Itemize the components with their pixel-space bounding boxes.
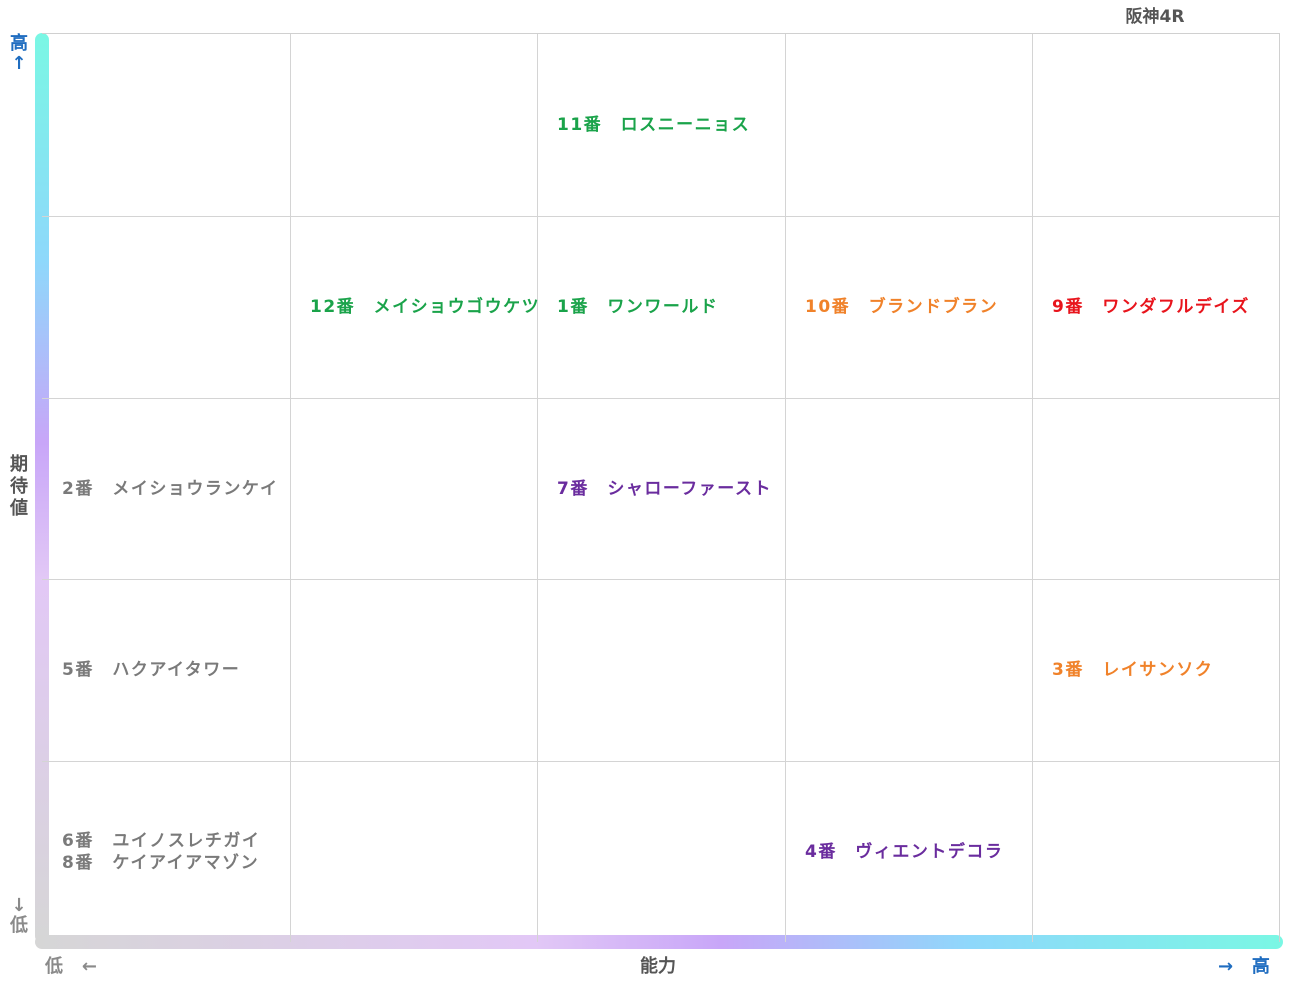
chart-title: 阪神4R — [1125, 7, 1185, 27]
chart-cell: 3番 レイサンソク — [1032, 579, 1280, 761]
horse-entry-label: 2番 メイショウランケイ — [62, 479, 279, 499]
chart-cell: 9番 ワンダフルデイズ — [1032, 216, 1280, 398]
grid-horizontal-line — [42, 761, 1279, 762]
chart-cell: 4番 ヴィエントデコラ — [785, 761, 1033, 943]
horse-entry-label: 1番 ワンワールド — [557, 297, 719, 317]
chart-cell: 10番 ブランドブラン — [785, 216, 1033, 398]
grid-horizontal-line — [42, 216, 1279, 217]
chart-cell: 2番 メイショウランケイ — [42, 398, 290, 580]
horse-entry-label: 6番 ユイノスレチガイ — [62, 831, 261, 851]
chart-cell: 7番 シャローファースト — [537, 398, 785, 580]
right-arrow-icon: → — [1218, 956, 1234, 977]
chart-cell: 11番 ロスニーニョス — [537, 34, 785, 216]
y-axis-low-label: ↓ 低 — [9, 896, 29, 936]
chart-cell: 6番 ユイノスレチガイ 8番 ケイアイアマゾン — [42, 761, 290, 943]
grid-vertical-line — [290, 34, 291, 942]
horse-entry-label: 12番 メイショウゴウケツ — [310, 297, 538, 317]
horse-entry-label: 10番 ブランドブラン — [805, 297, 999, 317]
horse-entry-label: 3番 レイサンソク — [1052, 660, 1214, 680]
y-axis-title-char: 値 — [10, 498, 28, 519]
chart-grid: 11番 ロスニーニョス 12番 メイショウゴウケツ 1番 ワンワールド 10番 ブラン… — [42, 33, 1280, 942]
x-axis-arrow-bar — [35, 935, 1283, 949]
y-axis-high-label: 高 ↑ — [9, 34, 29, 74]
y-axis-title-char: 待 — [10, 476, 28, 497]
chart-cell: 12番 メイショウゴウケツ — [290, 216, 538, 398]
grid-horizontal-line — [42, 398, 1279, 399]
grid-vertical-line — [1032, 34, 1033, 942]
horse-entry-label: 11番 ロスニーニョス — [557, 115, 751, 135]
horse-entry-label: 4番 ヴィエントデコラ — [805, 842, 1004, 862]
grid-vertical-line — [537, 34, 538, 942]
horse-entry-label: 8番 ケイアイアマゾン — [62, 853, 260, 873]
down-arrow-icon: ↓ — [11, 895, 27, 916]
y-axis-arrow-bar — [35, 33, 49, 943]
x-axis-high-label: → 高 — [1218, 952, 1270, 978]
y-axis-low-text: 低 — [10, 915, 28, 936]
horse-entry-label: 7番 シャローファースト — [557, 479, 772, 499]
y-axis-title-char: 期 — [10, 454, 28, 475]
y-axis-title: 期待値 — [9, 454, 29, 520]
left-arrow-icon: ← — [81, 956, 97, 977]
x-axis-low-text: 低 — [45, 956, 63, 977]
up-arrow-icon: ↑ — [11, 53, 27, 74]
horse-entry-label: 5番 ハクアイタワー — [62, 660, 241, 680]
x-axis-low-label: 低 ← — [45, 952, 97, 978]
chart-cell: 1番 ワンワールド — [537, 216, 785, 398]
x-axis-title: 能力 — [640, 956, 676, 977]
chart-cell: 5番 ハクアイタワー — [42, 579, 290, 761]
x-axis-high-text: 高 — [1251, 956, 1270, 977]
y-axis-high-text: 高 — [10, 33, 28, 54]
grid-vertical-line — [785, 34, 786, 942]
horse-entry-label: 9番 ワンダフルデイズ — [1052, 297, 1250, 317]
grid-horizontal-line — [42, 579, 1279, 580]
